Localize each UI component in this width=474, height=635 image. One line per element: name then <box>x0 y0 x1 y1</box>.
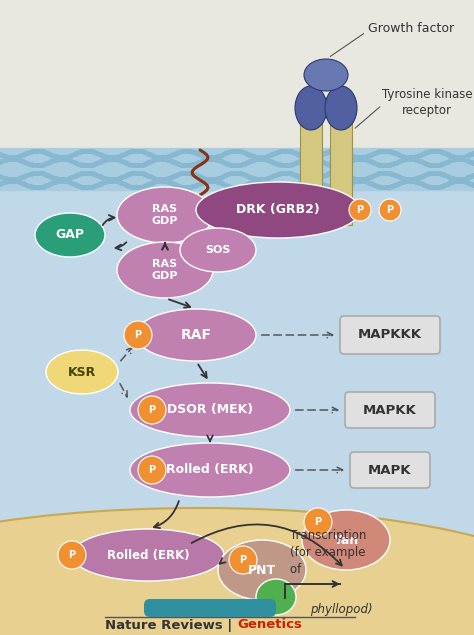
FancyBboxPatch shape <box>330 115 352 225</box>
Text: GAP: GAP <box>55 229 84 241</box>
Circle shape <box>124 321 152 349</box>
Ellipse shape <box>196 182 360 238</box>
Ellipse shape <box>180 228 256 272</box>
Text: Transcription
(for example
of: Transcription (for example of <box>290 529 366 576</box>
Circle shape <box>229 546 257 574</box>
Text: P: P <box>356 205 364 215</box>
Ellipse shape <box>325 86 357 130</box>
Ellipse shape <box>130 383 290 437</box>
FancyBboxPatch shape <box>144 599 276 617</box>
Text: MAPK: MAPK <box>368 464 412 476</box>
Text: MAPKK: MAPKK <box>363 403 417 417</box>
Text: P: P <box>239 555 246 565</box>
Ellipse shape <box>304 59 348 91</box>
Text: Rolled (ERK): Rolled (ERK) <box>107 549 189 561</box>
FancyBboxPatch shape <box>345 392 435 428</box>
Text: Rolled (ERK): Rolled (ERK) <box>166 464 254 476</box>
Text: PNT: PNT <box>248 563 276 577</box>
Text: Yan: Yan <box>333 533 359 547</box>
Ellipse shape <box>256 579 296 615</box>
Text: KSR: KSR <box>68 366 96 378</box>
Text: P: P <box>135 330 142 340</box>
Text: Genetics: Genetics <box>237 618 302 631</box>
Ellipse shape <box>46 350 118 394</box>
Ellipse shape <box>295 86 327 130</box>
FancyBboxPatch shape <box>0 190 474 635</box>
Text: P: P <box>68 550 75 560</box>
Ellipse shape <box>302 510 390 570</box>
Circle shape <box>138 456 166 484</box>
Ellipse shape <box>72 529 224 581</box>
Circle shape <box>58 541 86 569</box>
Ellipse shape <box>35 213 105 257</box>
Text: Tyrosine kinase
receptor: Tyrosine kinase receptor <box>382 88 473 117</box>
Ellipse shape <box>136 309 256 361</box>
FancyBboxPatch shape <box>340 316 440 354</box>
Ellipse shape <box>0 508 474 635</box>
Text: Growth factor: Growth factor <box>368 22 454 35</box>
Ellipse shape <box>117 242 213 298</box>
Circle shape <box>304 508 332 536</box>
Ellipse shape <box>117 187 213 243</box>
Circle shape <box>349 199 371 221</box>
Text: MAPKKK: MAPKKK <box>358 328 422 342</box>
Text: P: P <box>386 205 393 215</box>
Text: DSOR (MEK): DSOR (MEK) <box>167 403 253 417</box>
Text: RAS
GDP: RAS GDP <box>152 204 178 226</box>
FancyBboxPatch shape <box>350 452 430 488</box>
Text: RAF: RAF <box>181 328 211 342</box>
Text: Nature Reviews |: Nature Reviews | <box>105 618 237 631</box>
Text: phyllopod): phyllopod) <box>310 603 373 616</box>
Ellipse shape <box>130 443 290 497</box>
Text: P: P <box>314 517 321 527</box>
FancyBboxPatch shape <box>300 115 322 225</box>
FancyBboxPatch shape <box>0 0 474 148</box>
Circle shape <box>138 396 166 424</box>
Text: RAS
GDP: RAS GDP <box>152 259 178 281</box>
Circle shape <box>379 199 401 221</box>
Text: P: P <box>148 405 155 415</box>
Ellipse shape <box>218 540 306 600</box>
Text: P: P <box>148 465 155 475</box>
Text: SOS: SOS <box>205 245 231 255</box>
Text: DRK (GRB2): DRK (GRB2) <box>236 203 320 217</box>
